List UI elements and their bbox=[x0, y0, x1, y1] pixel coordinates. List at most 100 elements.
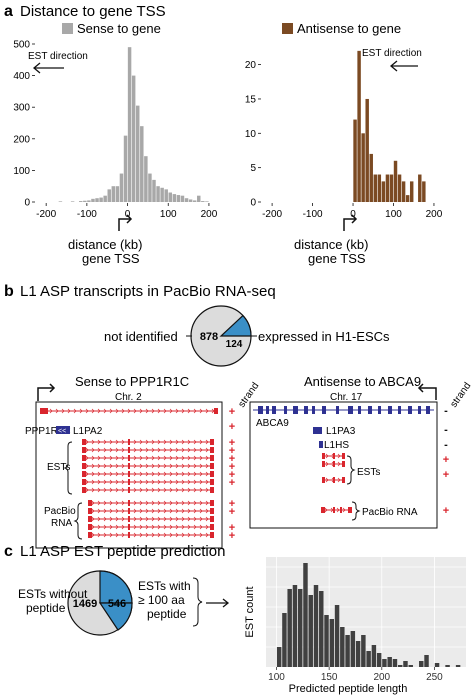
histogram-bar bbox=[389, 174, 394, 202]
histogram-bar bbox=[366, 651, 371, 667]
exon bbox=[82, 447, 86, 453]
exon bbox=[82, 471, 86, 477]
exon bbox=[272, 406, 276, 414]
pie-with-value: 546 bbox=[108, 598, 126, 610]
exon bbox=[88, 500, 92, 506]
histogram-bar bbox=[393, 160, 398, 202]
x-tick-label: 0 bbox=[125, 209, 131, 220]
y-tick-label: 200 bbox=[13, 134, 30, 145]
exon bbox=[210, 455, 214, 461]
exon bbox=[378, 406, 381, 414]
histogram-bar bbox=[422, 181, 426, 202]
histogram-bar bbox=[365, 98, 369, 202]
strand-mark: - bbox=[444, 405, 448, 417]
sense-legend-label: Sense to gene bbox=[77, 21, 161, 36]
exon bbox=[82, 487, 86, 493]
exon bbox=[266, 406, 269, 414]
histogram-bar bbox=[184, 198, 189, 202]
histogram-bar bbox=[111, 186, 116, 202]
panel-a-title: Distance to gene TSS bbox=[20, 3, 166, 20]
histogram-bar bbox=[123, 135, 128, 202]
pie-not-identified-value: 878 bbox=[200, 331, 218, 343]
panel-c-letter: c bbox=[4, 543, 13, 560]
sense-strand-column: ++++++++++++ bbox=[229, 406, 235, 542]
histogram-bar bbox=[357, 50, 361, 202]
histogram-bar bbox=[91, 198, 95, 202]
histogram-bar bbox=[144, 156, 148, 202]
exon bbox=[40, 408, 48, 414]
antisense-legend-swatch bbox=[282, 23, 293, 34]
exon bbox=[82, 463, 86, 469]
est-direction-label-antisense: EST direction bbox=[362, 48, 422, 59]
strand-mark: + bbox=[229, 522, 235, 534]
y-tick-label: 400 bbox=[13, 71, 30, 82]
exon bbox=[312, 406, 315, 414]
strand-mark: - bbox=[444, 424, 448, 436]
y-tick-label: 300 bbox=[13, 103, 30, 114]
histogram-bar bbox=[131, 75, 136, 202]
exon bbox=[128, 524, 130, 530]
pie-without-label-1: ESTs without bbox=[18, 587, 88, 601]
histogram-bar bbox=[319, 591, 324, 667]
exon bbox=[418, 406, 421, 414]
pacbio-pie-chart: 878 124 bbox=[186, 305, 257, 367]
exon bbox=[321, 507, 325, 513]
x-tick-label: -100 bbox=[303, 209, 323, 220]
histogram-bar bbox=[397, 665, 403, 667]
exon bbox=[210, 508, 214, 514]
strand-mark: + bbox=[229, 437, 235, 449]
histogram-bar bbox=[297, 589, 303, 667]
histogram-bar bbox=[424, 655, 429, 667]
exon bbox=[336, 406, 339, 414]
exon bbox=[88, 532, 92, 538]
exon bbox=[88, 524, 92, 530]
histogram-bar bbox=[376, 653, 382, 667]
exon bbox=[128, 463, 130, 469]
histogram-bar bbox=[103, 195, 107, 202]
pie-with-label-1: ESTs with bbox=[138, 579, 191, 593]
histogram-bar bbox=[156, 186, 160, 202]
antisense-strand-header: strand bbox=[448, 381, 473, 410]
strand-mark: + bbox=[229, 498, 235, 510]
x-tick-label: 100 bbox=[268, 672, 285, 683]
svg-text:<<: << bbox=[58, 428, 66, 435]
exon bbox=[82, 479, 86, 485]
xlabel-sense-line1: distance (kb) bbox=[68, 237, 142, 252]
histogram-bar bbox=[107, 189, 111, 202]
y-tick-label: 100 bbox=[13, 166, 30, 177]
histogram-bar bbox=[418, 174, 422, 202]
y-tick-label: 500 bbox=[13, 40, 30, 51]
histogram-bar bbox=[70, 201, 75, 202]
exon bbox=[214, 408, 218, 414]
histogram-bar bbox=[287, 589, 292, 667]
x-tick-label: 150 bbox=[321, 672, 338, 683]
exon bbox=[293, 406, 298, 414]
antisense-ests-label: ESTs bbox=[357, 467, 380, 478]
exon bbox=[88, 516, 92, 522]
xlabel-sense-line2: gene TSS bbox=[82, 251, 140, 266]
histogram-bar bbox=[119, 173, 124, 202]
histogram-bar bbox=[197, 195, 201, 202]
exon bbox=[210, 471, 214, 477]
histogram-bar bbox=[276, 647, 282, 667]
exon bbox=[358, 406, 361, 414]
exon bbox=[342, 461, 345, 467]
histogram-bar bbox=[140, 126, 144, 202]
exon bbox=[210, 524, 214, 530]
exon bbox=[398, 406, 401, 414]
x-tick-label: -200 bbox=[36, 209, 56, 220]
histogram-bar bbox=[385, 174, 390, 202]
histogram-bar bbox=[419, 661, 424, 667]
sense-tss-arrow bbox=[37, 383, 56, 401]
exon bbox=[210, 439, 214, 445]
tss-arrow-sense bbox=[118, 214, 133, 231]
sense-strand-header: strand bbox=[236, 381, 261, 410]
histogram-bar bbox=[371, 645, 377, 667]
histogram-bar bbox=[409, 181, 414, 202]
histogram-bar bbox=[405, 195, 410, 202]
exon bbox=[210, 447, 214, 453]
histogram-bar bbox=[127, 47, 132, 202]
histogram-ylabel: EST count bbox=[244, 586, 256, 637]
histogram-bar bbox=[361, 635, 366, 667]
antisense-genome-browser bbox=[249, 401, 438, 529]
